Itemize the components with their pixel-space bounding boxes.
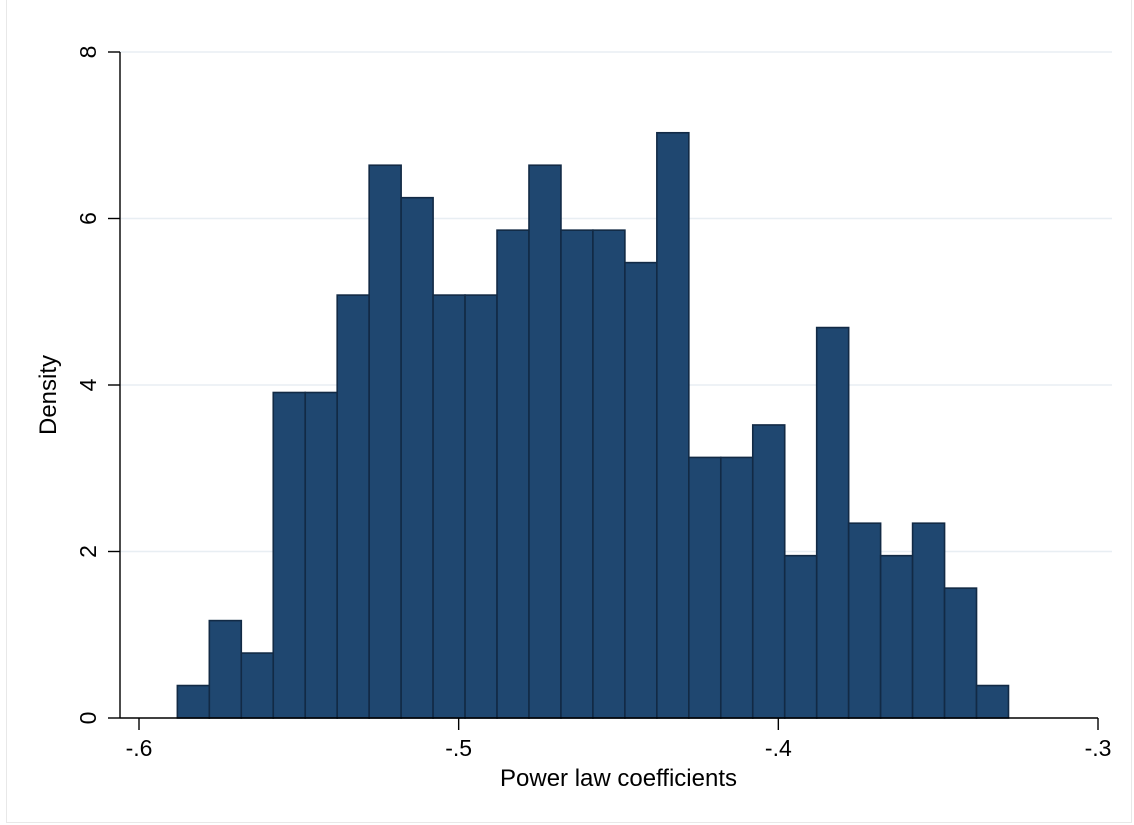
histogram-bar-7 [368,164,402,719]
histogram-bar-17 [688,456,722,719]
histogram-bars [176,131,1010,719]
histogram-bar-4 [272,391,307,719]
y-tick-label: 2 [75,545,101,558]
histogram-bar-6 [336,294,370,719]
histogram-bar-1 [176,684,211,719]
x-axis-title: Power law coefficients [500,765,737,792]
x-tick-label: -.5 [445,735,472,761]
histogram-bar-18 [719,456,754,719]
histogram-bar-8 [400,196,434,719]
histogram-bar-12 [528,164,562,719]
histogram-bar-25 [943,587,978,719]
y-tick-label: 8 [75,46,101,59]
x-tick-label: -.3 [1085,735,1112,761]
histogram-bar-13 [560,229,594,719]
histogram-bar-21 [815,326,850,719]
histogram-bar-2 [208,619,243,719]
histogram-bar-16 [656,131,690,719]
histogram-bar-20 [783,554,818,719]
x-tick-label: -.6 [126,735,153,761]
histogram-bar-24 [911,522,946,719]
histogram-bar-5 [304,391,338,719]
histogram-bar-11 [496,229,530,719]
histogram-bar-15 [624,261,658,719]
y-tick-label: 6 [75,212,101,225]
histogram-bar-26 [975,684,1010,719]
y-tick-label: 4 [75,378,101,391]
y-tick-label: 0 [75,712,101,725]
y-axis-title: Density [35,355,62,435]
histogram-bar-9 [432,294,466,719]
histogram-bar-14 [592,229,626,719]
y-axis-ticks: 0 2 4 6 8 [75,46,120,725]
histogram-bar-23 [879,554,914,719]
histogram-bar-10 [464,294,498,719]
histogram-bar-3 [240,652,275,719]
histogram-bar-19 [751,424,786,719]
x-axis-ticks: -.6 -.5 -.4 -.3 [126,718,1112,761]
x-tick-label: -.4 [765,735,792,761]
histogram-bar-22 [847,522,882,719]
